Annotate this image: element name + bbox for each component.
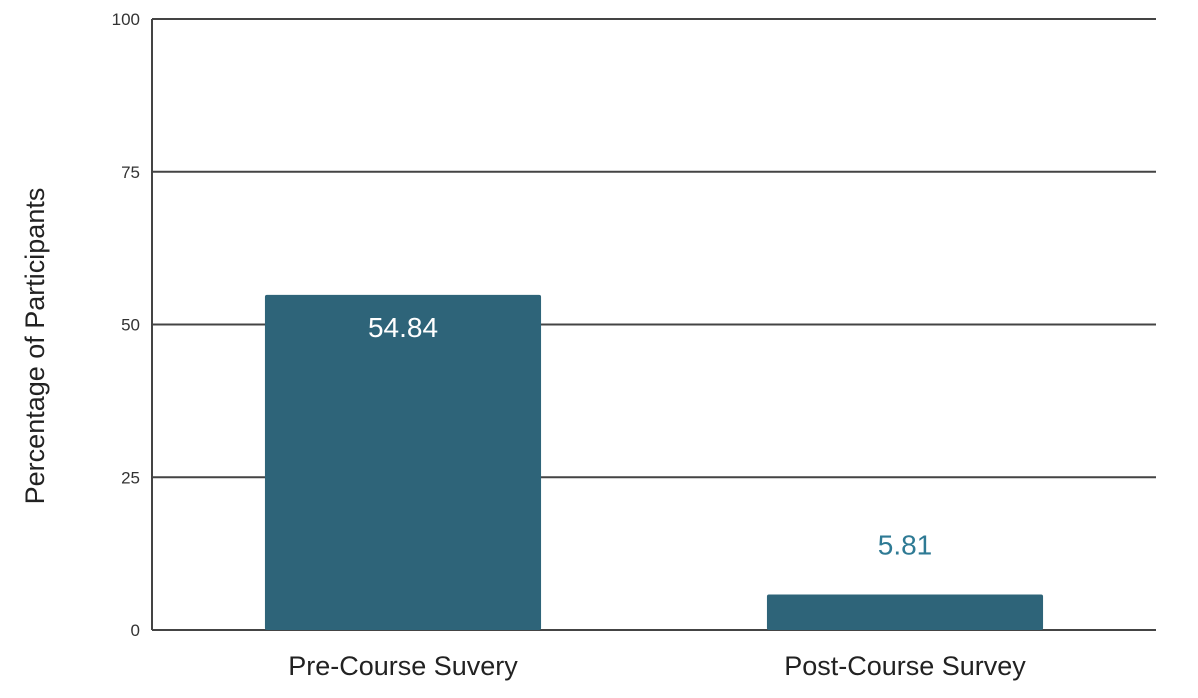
data-labels: 54.84 5.81 [368,312,932,561]
y-tick-labels: 0 25 50 75 100 [112,10,140,640]
bar [766,594,1044,630]
y-axis-title: Percentage of Participants [20,188,50,505]
y-tick-label: 0 [131,621,140,640]
x-category-label: Pre-Course Suvery [288,651,518,681]
data-label: 54.84 [368,312,438,343]
x-category-label: Post-Course Survey [784,651,1026,681]
y-tick-label: 75 [121,163,140,182]
y-tick-label: 100 [112,10,140,29]
x-category-labels: Pre-Course Suvery Post-Course Survey [288,651,1026,681]
data-label: 5.81 [878,530,933,561]
y-tick-label: 50 [121,316,140,335]
bar [264,294,542,630]
y-tick-label: 25 [121,468,140,487]
bars [264,294,1044,630]
